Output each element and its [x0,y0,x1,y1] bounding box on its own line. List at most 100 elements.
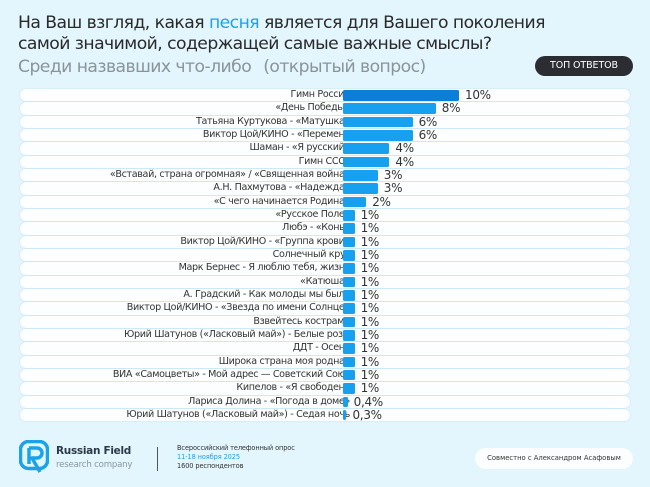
bar [343,276,355,288]
bar [343,156,390,168]
data-label: 3% [383,167,403,182]
chart-row: Взвейтесь кострами 1% [20,314,630,329]
bar-label: Шаман - «Я русский» [249,142,351,154]
brand-name: Russian Field [56,445,131,457]
chart-row: А. Градский - Как молоды мы были 1% [20,287,630,302]
bar [343,343,355,354]
chart-row: «Катюша» 1% [20,274,630,289]
bar-label: Юрий Шатунов («Ласковый май») - Белые ро… [124,328,350,340]
bar-label: Виктор Цой/КИНО - «Перемен» [202,128,350,140]
bar-label: Татьяна Куртукова - «Матушка» [195,115,350,127]
chart-row: «Вставай, страна огромная» / «Священная … [20,167,630,182]
chart-row: «С чего начинается Родина» 2% [20,194,630,209]
bar-label: Гимн России [290,89,351,100]
chart-row: Юрий Шатунов («Ласковый май») - Белые ро… [20,328,630,342]
chart-title: На Ваш взгляд, какая песня является для … [18,13,545,55]
chart-row: Марк Бернес - Я люблю тебя, жизнь 1% [20,261,630,276]
bar-label: Любэ - «Конь» [282,222,350,234]
chart-subtitle: Среди назвавших что-либо (открытый вопрос… [18,57,426,78]
data-label: 1% [360,354,380,369]
bar-chart: Гимн России 10% «День Победы» 8% Татьяна Кур… [20,88,630,422]
bar [343,209,355,221]
top-answers-badge: ТОП ОТВЕТОВ [535,56,633,76]
chart-row: ВИА «Самоцветы» - Мой адрес — Советский … [20,367,630,382]
data-label: 2% [372,194,391,209]
bar-label: Широка страна моя родная [218,355,351,367]
title-text-end: является для Вашего поколения [259,13,546,33]
bar [343,143,390,154]
survey-type: Всероссийский телефонный опрос [177,444,295,452]
bar-label: А. Градский - Как молоды мы были [183,288,350,300]
title-text: На Ваш взгляд, какая [18,13,209,33]
bar-label: Виктор Цой/КИНО - «Группа крови» [180,235,350,247]
bar [343,183,378,194]
title-line-2: самой значимой, содержащей самые важные … [18,34,492,54]
data-label: 1% [360,207,380,222]
bar [343,303,355,314]
bar [343,383,355,394]
bar-label: «Вставай, страна огромная» / «Священная … [109,168,351,180]
data-label: 1% [360,261,380,276]
russian-field-logo-icon [19,440,49,473]
bar [343,329,355,341]
chart-row: «Русское Поле» 1% [20,207,630,222]
data-label: 3% [383,181,403,196]
chart-row: Шаман - «Я русский» 4% [20,141,630,156]
bar [343,90,459,101]
bar [343,409,347,421]
data-label: 4% [395,141,414,156]
bar-label: Гимн СССР [298,155,351,167]
bar-label: «Катюша» [300,275,350,287]
bar-label: Кипелов - «Я свободен» [236,382,350,394]
data-label: 8% [441,101,461,116]
chart-row: Татьяна Куртукова - «Матушка» 6% [20,114,630,129]
coop-label: Совместно с Александром Асафовым [475,448,633,469]
chart-row: Солнечный круг 1% [20,247,630,262]
bar-label: Марк Бернес - Я люблю тебя, жизнь [178,262,351,274]
bar [343,223,355,234]
bar [343,103,436,114]
bar-label: Солнечный круг [272,248,351,260]
data-label: 1% [360,301,380,316]
bar [343,396,348,408]
chart-row: Гимн СССР 4% [20,154,630,169]
bar-label: «С чего начинается Родина» [213,195,351,207]
chart-row: Виктор Цой/КИНО - «Группа крови» 1% [20,234,630,249]
data-label: 1% [360,274,380,289]
bar-label: Взвейтесь кострами [253,315,350,327]
subtitle-note: (открытый вопрос) [263,57,426,77]
data-label: 1% [360,247,380,262]
data-label: 6% [418,127,438,142]
survey-dates: 11-18 ноября 2025 [177,453,240,461]
data-label: 4% [395,154,414,169]
subtitle-main: Среди назвавших что-либо [18,57,252,77]
bar-label: «День Победы» [275,102,350,114]
bar-label: Лариса Долина - «Погода в доме» [188,395,350,407]
bar-label: Виктор Цой/КИНО - «Звезда по имени Солнц… [126,302,351,314]
bar-label: ДДТ - Осень [292,342,351,354]
footer-divider [157,447,158,471]
bar [343,236,355,248]
data-label: 1% [360,234,380,249]
data-label: 6% [418,114,438,129]
chart-row: Юрий Шатунов («Ласковый май») - Седая но… [20,408,630,422]
chart-row: Любэ - «Конь» 1% [20,221,630,235]
bar-label: А.Н. Пахмутова - «Надежда» [213,182,350,194]
data-label: 1% [360,381,380,396]
chart-row: Кипелов - «Я свободен» 1% [20,381,630,396]
bar-label: Юрий Шатунов («Ласковый май») - Седая но… [126,408,350,420]
bar [343,249,355,261]
brand-subtitle: research company [56,460,133,470]
data-label: 1% [360,314,380,329]
bar [343,116,413,128]
bar-label: «Русское Поле» [275,208,350,220]
chart-row: Виктор Цой/КИНО - «Звезда по имени Солнц… [20,301,630,316]
bar [343,369,355,381]
bar [343,289,355,301]
chart-row: Лариса Долина - «Погода в доме» 0,4% [20,395,630,409]
bar [343,196,367,208]
chart-row: Широка страна моя родная 1% [20,354,630,369]
data-label: 1% [360,287,380,302]
chart-row: Гимн России 10% [20,88,630,102]
data-label: 1% [360,367,380,382]
